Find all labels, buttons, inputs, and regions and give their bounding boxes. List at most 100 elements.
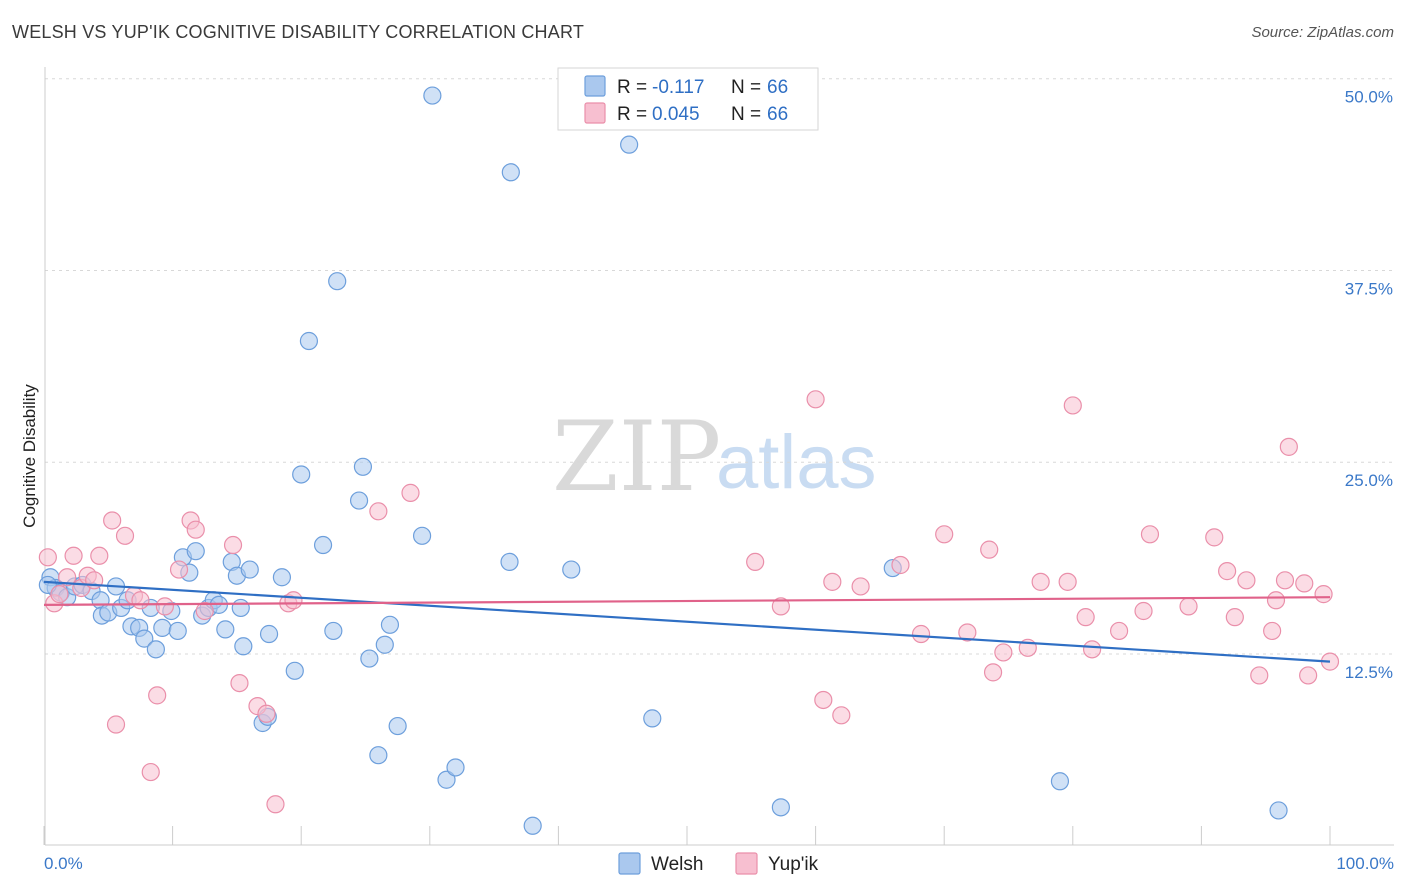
welsh-point-43 [349,491,369,510]
yupik-point-58 [1250,666,1269,685]
yupik-point-37 [891,555,910,575]
welsh-point-17 [146,640,165,659]
x-tick-label-0: 0.0% [44,854,83,873]
yupik-point-3 [58,568,77,587]
yupik-point-54 [1205,528,1224,547]
welsh-point-51 [437,770,456,789]
y-tick-labels: 12.5% 25.0% 37.5% 50.0% [1345,88,1393,682]
yupik-point-51 [1134,601,1153,621]
yupik-point-32 [806,390,825,409]
y-axis-label: Cognitive Disability [20,384,39,528]
yupik-point-29 [401,483,420,502]
yupik-point-50 [1109,621,1129,641]
y-tick-label-0: 12.5% [1345,663,1393,682]
yupik-point-34 [823,572,842,591]
legend-swatch-welsh [584,75,606,97]
welsh-point-23 [186,542,205,561]
yupik-point-42 [983,663,1003,682]
yupik-point-35 [832,706,851,725]
bottom-legend-welsh: Welsh [651,854,703,875]
welsh-point-40 [313,535,333,555]
welsh-point-49 [388,716,407,736]
welsh-point-47 [375,635,394,654]
yupik-point-47 [1063,396,1082,415]
welsh-point-63 [1269,801,1288,820]
yupik-point-59 [1263,621,1282,641]
legend-welsh-r-value: -0.117 [652,77,704,98]
yupik-point-62 [1279,437,1298,456]
x-tick-label-1: 100.0% [1336,854,1394,873]
yupik-point-28 [369,502,388,521]
yupik-point-55 [1218,562,1237,581]
yupik-point-13 [131,591,150,610]
y-tick-label-3: 50.0% [1345,88,1393,107]
welsh-point-38 [292,465,311,484]
legend-welsh-r-label: R = [617,77,647,98]
yupik-point-57 [1237,571,1256,590]
yupik-point-27 [284,591,303,610]
yupik-point-2 [50,585,69,604]
welsh-point-33 [259,624,279,644]
yupik-point-36 [851,577,870,596]
series-legend: Welsh Yup'ik [618,852,819,875]
welsh-point-34 [272,568,292,587]
welsh-point-56 [523,816,542,835]
axes [43,67,1394,846]
welsh-point-48 [380,615,400,634]
legend-yupik-r-value: 0.045 [652,104,700,125]
yupik-point-39 [935,525,954,544]
bottom-legend-swatch-welsh [618,852,641,875]
yupik-point-11 [115,526,135,545]
welsh-point-60 [771,798,790,817]
welsh-point-54 [501,163,520,182]
welsh-point-50 [412,526,432,545]
yupik-point-40 [958,623,977,642]
welsh-point-39 [299,331,319,351]
watermark-zip: ZIP [552,401,721,513]
welsh-trend-line [43,580,1331,663]
legend-welsh-n-label: N = [731,77,761,98]
welsh-point-42 [328,272,347,291]
welsh-point-59 [643,709,662,728]
welsh-point-20 [168,621,187,641]
yupik-point-24 [257,704,276,723]
yupik-point-56 [1225,608,1244,627]
welsh-point-41 [324,621,343,641]
legend-swatch-yupik [584,102,606,124]
yupik-point-45 [1031,572,1050,591]
trend-lines [43,580,1331,663]
yupik-point-17 [169,560,189,579]
legend-yupik-n-value: 66 [767,104,788,125]
yupik-trend-line [43,596,1331,606]
welsh-point-28 [216,620,235,639]
yupik-point-16 [155,597,174,616]
welsh-point-62 [1050,772,1070,791]
welsh-point-53 [423,86,442,105]
welsh-point-45 [360,649,379,668]
bottom-legend-yupik: Yup'ik [768,854,819,875]
welsh-point-18 [153,618,172,637]
yupik-point-0 [38,548,57,567]
bottom-legend-swatch-yupik [735,852,758,875]
yupik-point-10 [106,715,126,734]
chart-source: Source: ZipAtlas.com [1251,24,1394,41]
y-tick-label-2: 37.5% [1345,279,1393,298]
yupik-point-60 [1266,591,1286,610]
yupik-point-52 [1140,525,1160,544]
yupik-point-21 [223,535,243,555]
y-tick-label-1: 25.0% [1345,471,1393,490]
welsh-point-32 [240,560,259,579]
yupik-point-30 [746,552,765,572]
yupik-point-64 [1299,666,1318,685]
yupik-point-49 [1082,640,1102,659]
welsh-point-37 [285,661,304,680]
yupik-point-15 [148,686,167,705]
yupik-point-33 [814,690,833,710]
welsh-point-57 [562,560,581,579]
legend-yupik-r-label: R = [617,104,647,125]
yupik-point-8 [90,546,109,565]
yupik-point-4 [64,546,83,565]
welsh-point-64 [231,598,250,618]
yupik-point-46 [1058,572,1077,591]
